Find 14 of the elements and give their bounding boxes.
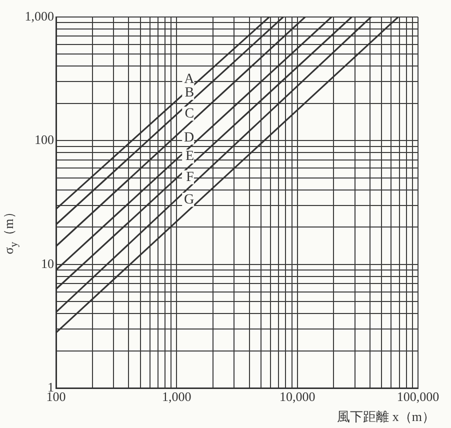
x-tick-label: 10,000: [279, 389, 316, 404]
series-label: D: [184, 130, 194, 146]
x-tick-label: 100,000: [396, 389, 440, 404]
x-tick-label: 1,000: [162, 389, 192, 404]
y-tick-label: 100: [34, 132, 54, 148]
y-tick-label: 1,000: [24, 8, 54, 24]
x-axis-title: 風下距離 x（m）: [337, 408, 435, 426]
series-label: B: [184, 86, 194, 101]
series-label: G: [184, 192, 194, 208]
series-label: E: [186, 149, 194, 164]
series-label: C: [184, 106, 194, 122]
y-tick-label: 10: [41, 256, 54, 271]
series-label: A: [184, 72, 196, 87]
series-label: F: [186, 170, 194, 185]
